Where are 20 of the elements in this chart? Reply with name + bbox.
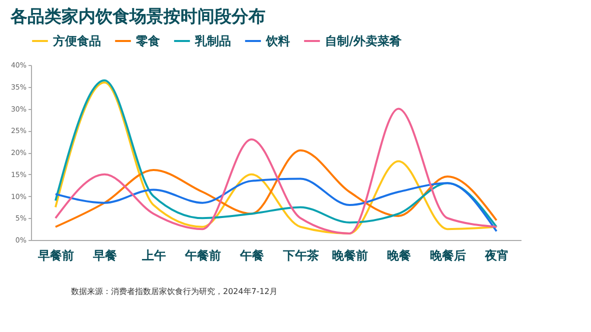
- x-tick-label: 早餐前: [37, 248, 74, 262]
- x-tick-label: 早餐: [92, 248, 117, 262]
- line-series: [54, 108, 498, 234]
- legend-label: 自制/外卖菜肴: [325, 34, 402, 48]
- x-tick-label: 午餐: [239, 248, 264, 262]
- x-tick-label: 下午茶: [282, 248, 319, 262]
- legend-label: 零食: [135, 34, 160, 48]
- legend-label: 乳制品: [194, 34, 231, 48]
- x-tick-label: 午餐前: [184, 248, 221, 262]
- legend-label: 饮料: [265, 34, 290, 48]
- line-series: [54, 149, 498, 228]
- x-tick-label: 上午: [141, 248, 166, 262]
- chart-title: 各品类家内饮食场景按时间段分布: [9, 7, 266, 27]
- legend-label: 方便食品: [52, 34, 101, 48]
- line-series: [54, 178, 498, 232]
- x-tick-label: 晚餐后: [430, 248, 466, 262]
- x-tick-label: 夜宵: [484, 248, 509, 262]
- x-tick-label: 晚餐: [387, 248, 411, 262]
- source-note: 数据来源：消费者指数居家饮食行为研究，2024年7-12月: [71, 287, 278, 296]
- x-tick-label: 晚餐前: [332, 248, 368, 262]
